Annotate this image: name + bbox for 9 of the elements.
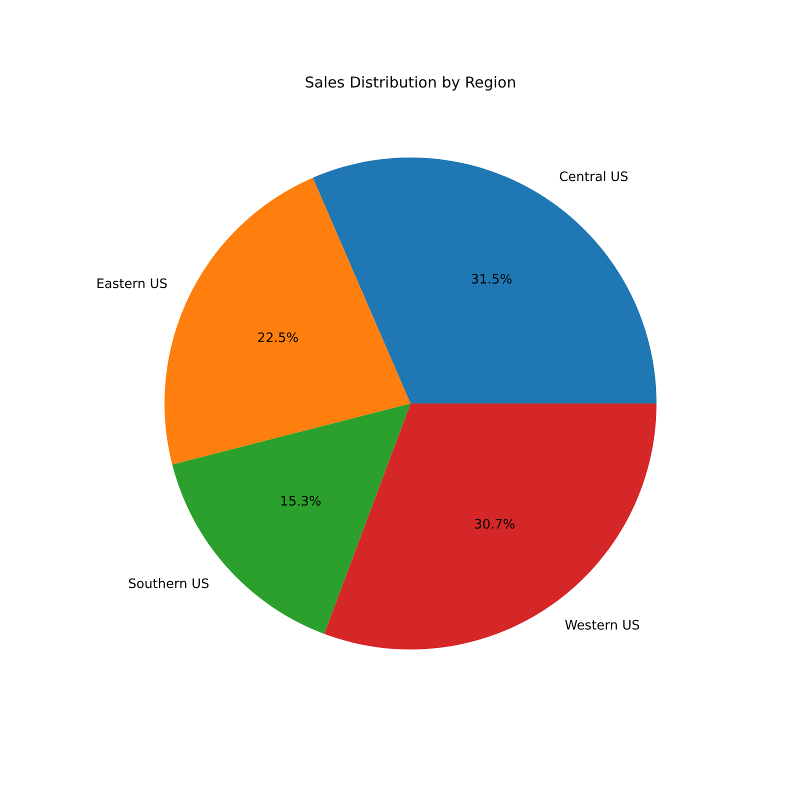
slice-label: Central US	[559, 170, 628, 185]
data-label: 22.5%	[257, 331, 299, 346]
data-label: 15.3%	[280, 494, 322, 510]
slice-label: Eastern US	[96, 276, 168, 292]
slice-label: Southern US	[128, 576, 210, 592]
data-label: 31.5%	[470, 272, 512, 288]
chart-title: Sales Distribution by Region	[304, 74, 516, 92]
data-label: 30.7%	[474, 517, 516, 532]
slice-label: Western US	[564, 618, 640, 634]
